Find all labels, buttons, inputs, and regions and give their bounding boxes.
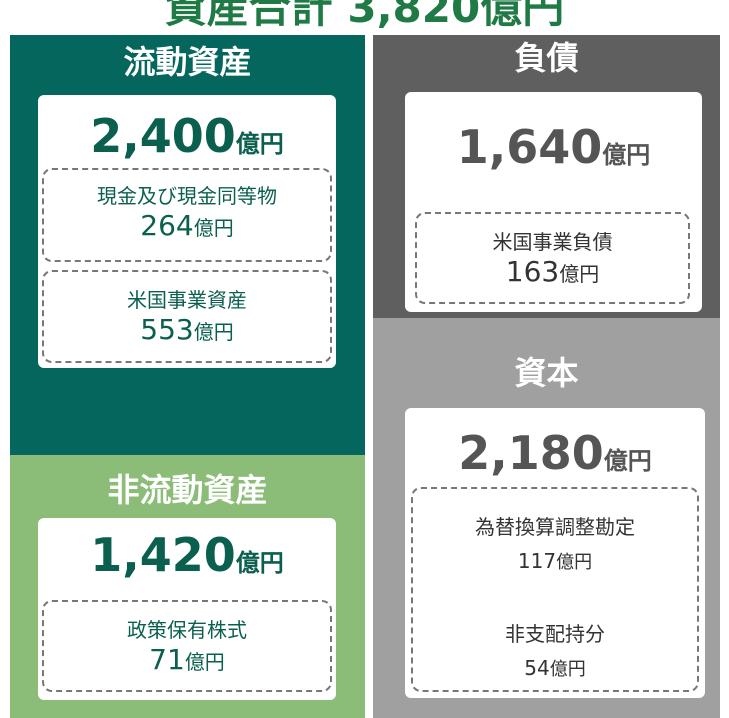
dashed-box: 現金及び現金同等物 264億円 [42,168,332,262]
amount-number: 1,640 [456,120,603,174]
dashed-box: 政策保有株式 71億円 [42,600,332,692]
item-unit: 億円 [184,650,225,674]
amount: 2,400億円 [38,109,336,163]
heading: 非流動資産 [107,471,268,509]
item-label: 現金及び現金同等物 [97,184,277,208]
item-amount: 163億円 [417,255,688,288]
card: 1,420億円 政策保有株式 71億円 [38,518,336,700]
amount-number: 1,420 [90,528,236,582]
heading: 資本 [514,354,579,392]
panel-noncurrent-assets: 非流動資産 1,420億円 政策保有株式 71億円 [10,455,365,718]
amount: 2,180億円 [405,426,705,480]
item-label: 米国事業負債 [492,230,613,254]
item-unit: 億円 [559,262,600,286]
amount-number: 2,180 [458,426,604,480]
item-number: 163 [505,255,560,288]
card: 1,640億円 米国事業負債 163億円 [405,92,702,312]
dashed-box: 為替換算調整勘定 117億円 非支配持分 54億円 [411,487,699,692]
amount-number: 2,400 [90,109,236,163]
item-unit: 億円 [556,552,593,573]
item-number: 264 [140,209,194,242]
panel-liabilities: 負債 1,640億円 米国事業負債 163億円 [373,35,720,318]
item-label: 政策保有株式 [127,618,247,642]
amount-unit: 億円 [235,130,284,158]
title-amount: 3,820 [347,0,481,32]
item-unit: 億円 [549,659,586,680]
card: 2,180億円 為替換算調整勘定 117億円 非支配持分 54億円 [405,408,705,698]
item-number: 117 [517,549,557,573]
panel-equity: 資本 2,180億円 為替換算調整勘定 117億円 非支配持分 54億円 [373,318,720,718]
item-label: 為替換算調整勘定 [475,515,635,539]
item-amount: 117億円 [413,548,697,574]
item-amount: 71億円 [44,643,330,676]
amount-unit: 億円 [235,549,284,577]
heading: 流動資産 [123,43,252,81]
amount-unit: 億円 [603,447,652,475]
item-label: 非支配持分 [505,622,605,646]
title-unit: 億円 [480,0,565,32]
item-number: 553 [140,313,194,346]
item-amount: 264億円 [44,209,330,242]
item-label: 米国事業資産 [127,288,247,312]
item-unit: 億円 [193,216,234,240]
dashed-box: 米国事業負債 163億円 [415,212,690,304]
amount-unit: 億円 [602,141,651,169]
item-amount: 54億円 [413,655,697,681]
item-number: 54 [524,656,550,680]
item-amount: 553億円 [44,313,330,346]
amount: 1,640億円 [405,120,702,174]
title: 資産合計 3,820億円 [0,0,729,35]
item-unit: 億円 [193,320,234,344]
panel-current-assets: 流動資産 2,400億円 現金及び現金同等物 264億円 米国事業資産 553億… [10,35,365,455]
dashed-box: 米国事業資産 553億円 [42,270,332,363]
item-number: 71 [149,643,185,676]
heading: 負債 [514,39,579,77]
title-label: 資産合計 [164,0,333,32]
card: 2,400億円 現金及び現金同等物 264億円 米国事業資産 553億円 [38,95,336,368]
amount: 1,420億円 [38,528,336,582]
